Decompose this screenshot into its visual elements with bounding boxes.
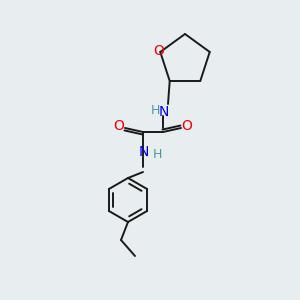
Text: O: O	[114, 119, 124, 133]
Text: O: O	[182, 119, 192, 133]
Text: H: H	[150, 104, 160, 118]
Text: N: N	[139, 145, 149, 159]
Text: H: H	[152, 148, 162, 160]
Text: O: O	[153, 44, 164, 58]
Text: N: N	[159, 105, 169, 119]
